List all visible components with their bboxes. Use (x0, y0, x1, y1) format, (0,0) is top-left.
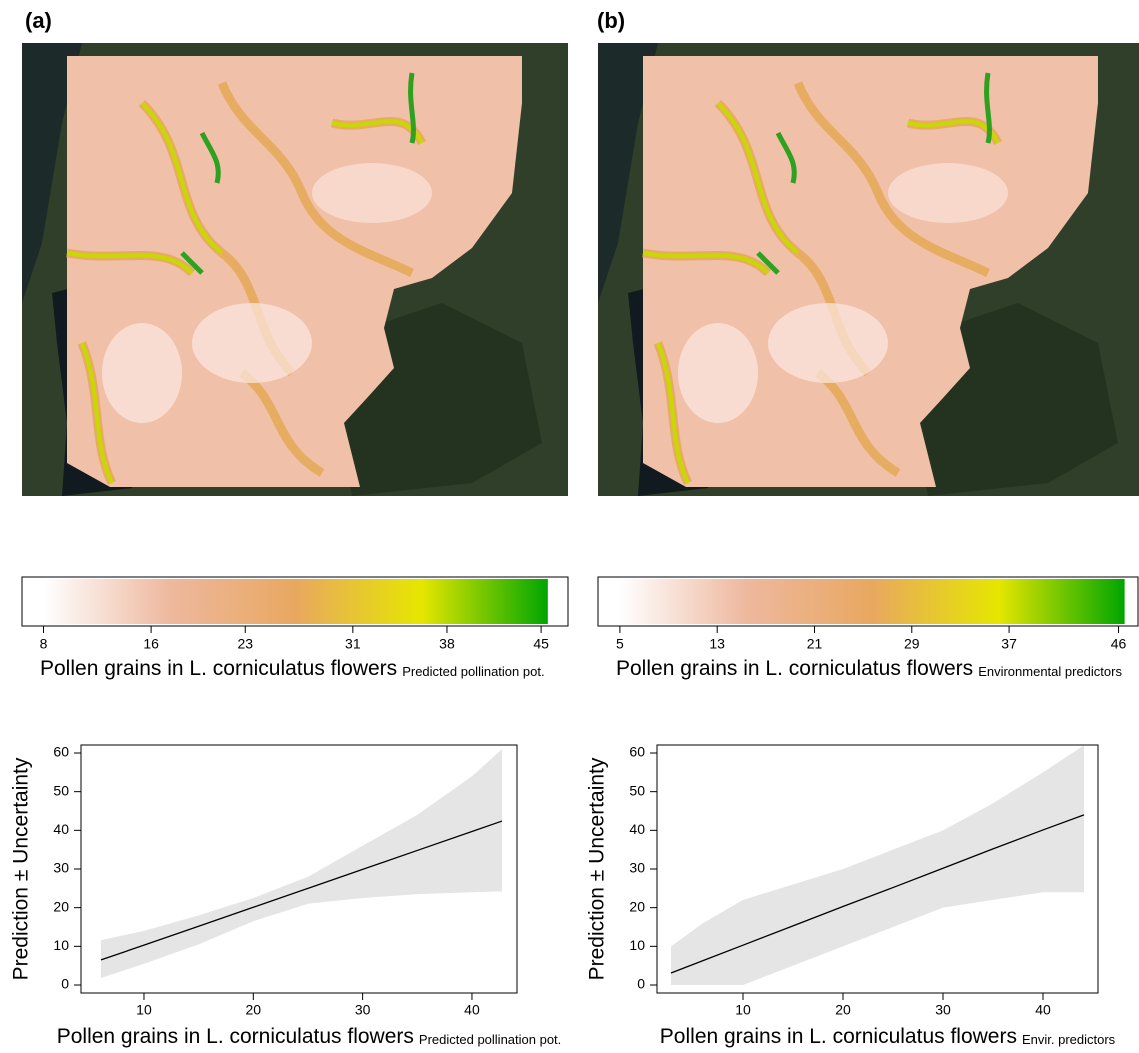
y-tick-label: 10 (629, 937, 645, 953)
x-tick-label: 38 (439, 636, 455, 652)
y-tick-label: 60 (53, 744, 69, 760)
x-tick-label: 21 (807, 636, 823, 652)
colorbar-ramp (619, 579, 1125, 624)
y-tick-label: 30 (629, 860, 645, 876)
x-tick-label: 10 (136, 1002, 152, 1018)
y-tick-label: 0 (61, 976, 69, 992)
axis-title-main: Pollen grains in L. corniculatus flowers (40, 657, 397, 680)
x-tick-label: 45 (533, 636, 549, 652)
axis-title: Pollen grains in L. corniculatus flowers… (57, 1025, 562, 1048)
y-tick-label: 30 (53, 860, 69, 876)
x-tick-label: 40 (464, 1002, 480, 1018)
y-axis-title: Prediction ± Uncertainty (586, 757, 609, 980)
x-tick-label: 23 (237, 636, 253, 652)
y-tick-label: 10 (53, 937, 69, 953)
panel-label: (a) (25, 8, 52, 33)
x-tick-label: 46 (1111, 636, 1127, 652)
x-tick-label: 31 (345, 636, 361, 652)
panel-label: (b) (597, 8, 625, 33)
y-tick-label: 60 (629, 744, 645, 760)
axis-title-main: Pollen grains in L. corniculatus flowers (660, 1025, 1017, 1048)
axis-title-sub: Predicted pollination pot. (402, 664, 544, 679)
map-a (22, 43, 568, 496)
x-tick-label: 20 (835, 1002, 851, 1018)
x-tick-label: 16 (143, 636, 159, 652)
x-tick-label: 13 (709, 636, 725, 652)
map-b (598, 43, 1139, 496)
x-tick-label: 30 (355, 1002, 371, 1018)
x-tick-label: 8 (40, 636, 48, 652)
colorbar-ramp (43, 579, 548, 624)
x-tick-label: 10 (735, 1002, 751, 1018)
y-tick-label: 20 (53, 898, 69, 914)
axis-title-sub: Environmental predictors (978, 664, 1122, 679)
axis-title: Pollen grains in L. corniculatus flowers… (660, 1025, 1116, 1048)
y-tick-label: 50 (53, 782, 69, 798)
x-tick-label: 37 (1001, 636, 1017, 652)
axis-title-main: Pollen grains in L. corniculatus flowers (57, 1025, 414, 1048)
uncertainty-band (101, 749, 503, 979)
y-axis-title: Prediction ± Uncertainty (10, 757, 33, 980)
axis-title: Pollen grains in L. corniculatus flowers… (616, 657, 1122, 680)
y-tick-label: 50 (629, 782, 645, 798)
axis-title: Pollen grains in L. corniculatus flowers… (40, 657, 545, 680)
axis-title-main: Pollen grains in L. corniculatus flowers (616, 657, 973, 680)
axis-title-sub: Predicted pollination pot. (419, 1032, 561, 1047)
y-tick-label: 0 (637, 976, 645, 992)
y-tick-label: 40 (53, 821, 69, 837)
x-tick-label: 20 (246, 1002, 262, 1018)
y-tick-label: 20 (629, 898, 645, 914)
x-tick-label: 29 (904, 636, 920, 652)
x-tick-label: 40 (1035, 1002, 1051, 1018)
axis-title-sub: Envir. predictors (1022, 1032, 1116, 1047)
x-tick-label: 5 (616, 636, 624, 652)
x-tick-label: 30 (935, 1002, 951, 1018)
fit-line (670, 814, 1085, 974)
uncertainty-band (671, 745, 1084, 985)
y-tick-label: 40 (629, 821, 645, 837)
fit-line (100, 820, 503, 961)
